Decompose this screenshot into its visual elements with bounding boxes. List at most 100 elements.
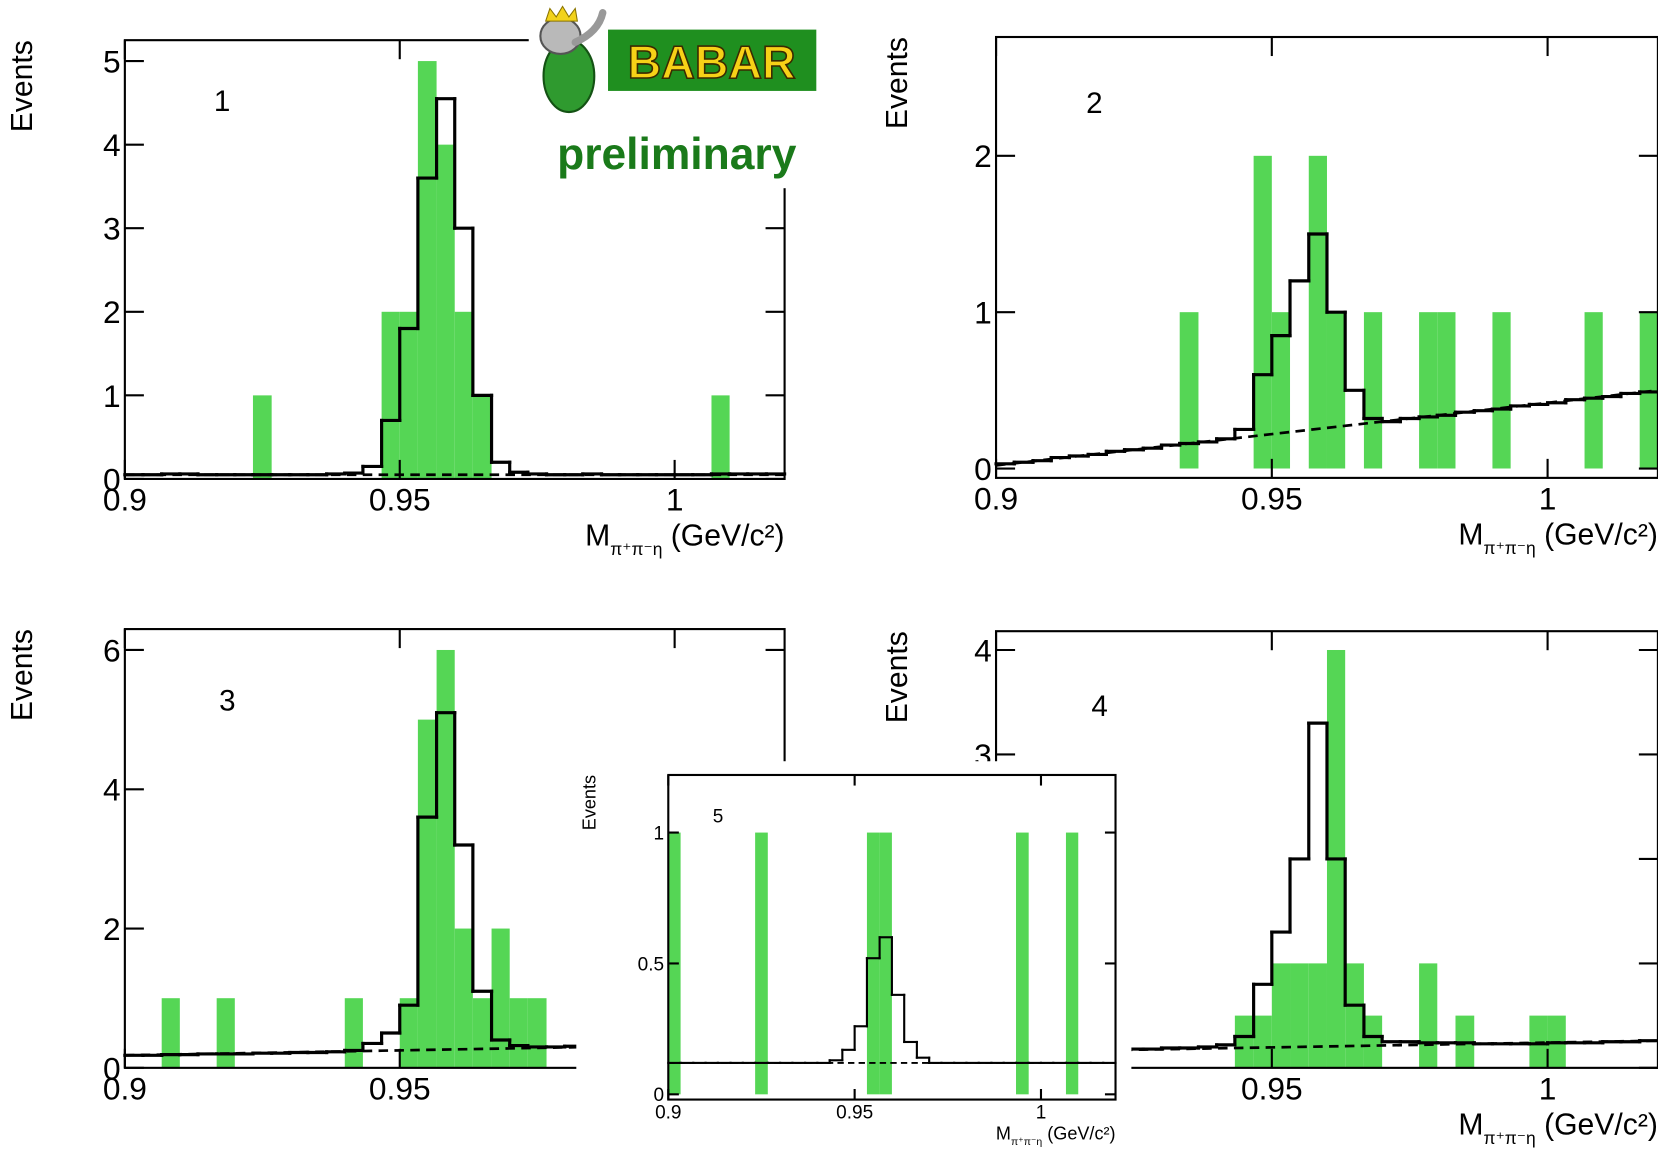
histogram-bar xyxy=(1016,832,1029,1095)
histogram-bar xyxy=(454,928,473,1068)
histogram-bar xyxy=(1345,963,1364,1068)
histogram-bar xyxy=(1419,963,1438,1068)
logo-elephant-head xyxy=(539,16,582,55)
x-tick-label: 0.95 xyxy=(836,1103,873,1124)
histogram-bar xyxy=(1492,312,1511,469)
histogram-bar xyxy=(436,144,455,479)
histogram-bar xyxy=(1308,155,1327,469)
histogram-bar xyxy=(472,395,492,479)
histogram-bar xyxy=(1363,312,1383,469)
histogram-bar xyxy=(216,998,235,1068)
plot-frame xyxy=(667,773,1117,1101)
histogram-bar xyxy=(417,61,437,479)
x-axis-label: Mπ⁺π⁻η (GeV/c²) xyxy=(1458,1108,1657,1148)
y-axis-label: Events xyxy=(881,631,914,723)
histogram-bar xyxy=(161,998,180,1068)
histogram-bar xyxy=(399,311,418,479)
x-tick-label: 1 xyxy=(1539,481,1557,517)
y-axis-label: Events xyxy=(6,629,39,721)
x-tick-label: 1 xyxy=(1539,1071,1557,1107)
y-tick-label: 0 xyxy=(974,451,992,487)
panel: 0 0.5 1 0.9 0.95 1 5 Events Mπ⁺π⁻η (GeV/c²) xyxy=(579,773,1117,1149)
histogram-bar xyxy=(509,998,528,1068)
logo-elephant-trunk xyxy=(571,8,607,46)
histogram-bar xyxy=(1271,963,1291,1068)
histogram-bar xyxy=(1234,1015,1254,1068)
y-axis-label: Events xyxy=(579,775,599,830)
histogram-bar xyxy=(454,311,473,479)
histogram-bar xyxy=(711,395,730,479)
x-axis-label-unit: (GeV/c²) xyxy=(1536,518,1658,551)
y-tick-label: 2 xyxy=(103,294,121,330)
y-tick-label: 6 xyxy=(103,632,121,668)
y-tick-label: 4 xyxy=(103,772,121,808)
histogram-bar xyxy=(879,832,892,1095)
x-tick-label: 0.9 xyxy=(103,1071,147,1107)
histogram-bar xyxy=(472,998,492,1068)
histogram-bar xyxy=(1308,963,1327,1068)
y-tick-label: 4 xyxy=(103,127,121,163)
panel-label: 1 xyxy=(214,85,230,118)
plot-frame xyxy=(123,39,786,481)
x-axis-label-sub: π⁺π⁻η xyxy=(610,539,662,559)
histogram-bar xyxy=(1419,312,1438,469)
histogram-bar xyxy=(755,832,768,1095)
y-tick-label: 0 xyxy=(653,1085,664,1106)
histogram-bar xyxy=(1253,1015,1272,1068)
panel-label: 4 xyxy=(1091,690,1107,723)
x-axis-label: Mπ⁺π⁻η (GeV/c²) xyxy=(996,1124,1116,1149)
y-tick-label: 1 xyxy=(653,823,664,844)
x-tick-label: 0.95 xyxy=(369,1071,431,1107)
logo: BABAR preliminary xyxy=(539,5,817,179)
y-tick-label: 1 xyxy=(103,378,121,414)
x-axis-label-sub: π⁺π⁻η xyxy=(1484,538,1536,558)
y-axis-label: Events xyxy=(6,40,39,132)
histogram-bar xyxy=(1065,832,1079,1095)
histogram-bar xyxy=(527,998,547,1068)
x-tick-label: 0.95 xyxy=(1241,1071,1303,1107)
logo-crown xyxy=(544,5,578,22)
logo-name: BABAR xyxy=(628,36,796,88)
y-tick-label: 0 xyxy=(103,1050,121,1086)
x-axis-label-unit: (GeV/c²) xyxy=(1042,1124,1115,1144)
x-axis-label-unit: (GeV/c²) xyxy=(1536,1108,1658,1141)
x-axis-label-unit: (GeV/c²) xyxy=(662,520,784,553)
histogram-bar xyxy=(399,998,418,1068)
histogram-bar xyxy=(1363,1015,1383,1068)
histogram-bar xyxy=(417,719,437,1068)
y-tick-label: 3 xyxy=(103,211,121,247)
y-tick-label: 1 xyxy=(974,295,992,331)
histogram-bar xyxy=(1326,312,1346,469)
y-tick-label: 4 xyxy=(974,632,992,668)
x-tick-label: 0.9 xyxy=(974,481,1018,517)
histogram-bar xyxy=(1253,155,1272,469)
y-tick-label: 2 xyxy=(103,911,121,947)
x-tick-label: 0.95 xyxy=(1241,481,1303,517)
x-axis-label-main: M xyxy=(1458,1108,1483,1141)
histogram-bar xyxy=(436,649,455,1068)
panel: 0 1 2 3 4 5 0.9 0.95 1 1 Events Mπ⁺π⁻η (GeV/c²) xyxy=(6,39,787,559)
x-axis-label-main: M xyxy=(585,520,610,553)
y-tick-label: 5 xyxy=(103,43,121,79)
x-tick-label: 0.9 xyxy=(103,482,147,518)
histogram-bar xyxy=(1179,312,1199,469)
panel: 0 1 2 0.9 0.95 1 2 Events Mπ⁺π⁻η (GeV/c²) xyxy=(881,35,1658,558)
histogram-bar xyxy=(1437,312,1456,469)
x-tick-label: 1 xyxy=(666,482,684,518)
histogram-bar xyxy=(866,832,880,1095)
histogram-bar xyxy=(1584,312,1603,469)
y-tick-label: 2 xyxy=(974,138,992,174)
x-axis-label-main: M xyxy=(996,1124,1011,1144)
x-axis-label-sub: π⁺π⁻η xyxy=(1484,1128,1536,1148)
panel-label: 5 xyxy=(713,807,724,828)
x-axis-label-sub: π⁺π⁻η xyxy=(1011,1137,1042,1148)
histogram-bar xyxy=(381,311,400,479)
logo-caption: preliminary xyxy=(557,130,797,179)
x-axis-label-main: M xyxy=(1458,518,1483,551)
histogram-bar xyxy=(491,928,510,1068)
panel-label: 2 xyxy=(1086,87,1102,120)
x-tick-label: 0.9 xyxy=(655,1103,681,1124)
histogram-bar xyxy=(1290,963,1309,1068)
